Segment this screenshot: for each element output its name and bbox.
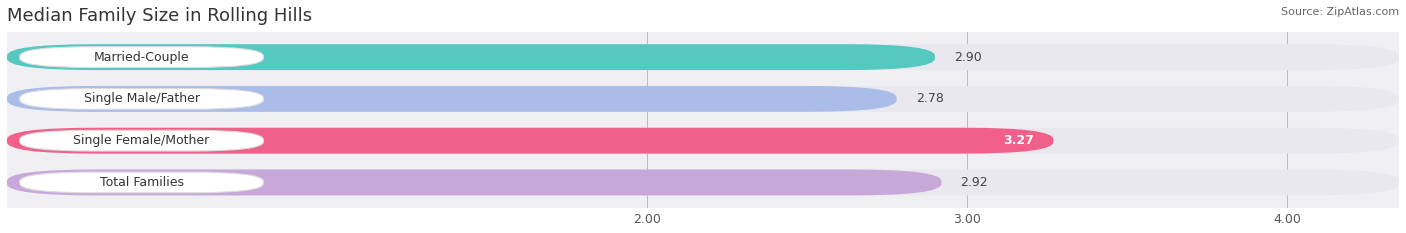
Text: Median Family Size in Rolling Hills: Median Family Size in Rolling Hills: [7, 7, 312, 25]
FancyBboxPatch shape: [7, 44, 935, 70]
FancyBboxPatch shape: [7, 86, 897, 112]
FancyBboxPatch shape: [20, 130, 263, 151]
Text: 3.27: 3.27: [1004, 134, 1035, 147]
Text: 2.92: 2.92: [960, 176, 988, 189]
FancyBboxPatch shape: [7, 128, 1399, 154]
Text: Single Male/Father: Single Male/Father: [83, 93, 200, 105]
FancyBboxPatch shape: [20, 172, 263, 193]
Text: Source: ZipAtlas.com: Source: ZipAtlas.com: [1281, 7, 1399, 17]
FancyBboxPatch shape: [20, 89, 263, 109]
FancyBboxPatch shape: [7, 44, 1399, 70]
Text: 2.78: 2.78: [915, 93, 943, 105]
Text: Single Female/Mother: Single Female/Mother: [73, 134, 209, 147]
FancyBboxPatch shape: [7, 128, 1053, 154]
FancyBboxPatch shape: [7, 86, 1399, 112]
Text: Married-Couple: Married-Couple: [94, 51, 190, 64]
FancyBboxPatch shape: [7, 169, 942, 195]
FancyBboxPatch shape: [20, 47, 263, 68]
Text: 2.90: 2.90: [955, 51, 981, 64]
FancyBboxPatch shape: [7, 169, 1399, 195]
Text: Total Families: Total Families: [100, 176, 184, 189]
